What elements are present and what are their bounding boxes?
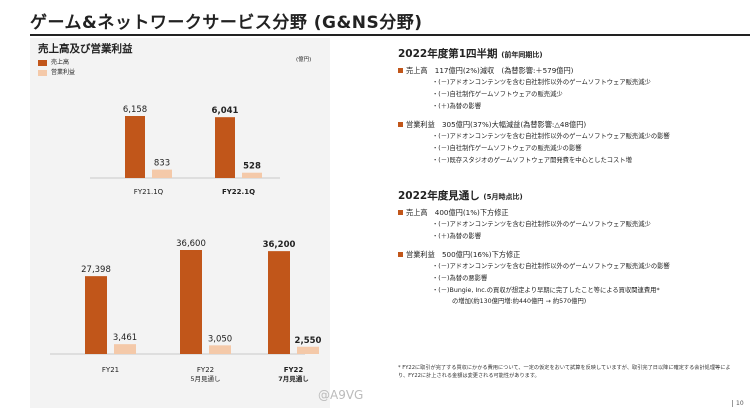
chart-panel-title: 売上高及び営業利益 — [38, 43, 133, 55]
legend-label-sales: 売上高 — [51, 59, 70, 66]
category-tick-label: 5月見通し — [190, 374, 220, 383]
sales-data-label: 36,600 — [176, 239, 206, 249]
page-title: ゲーム&ネットワークサービス分野 (G&NS分野) — [30, 13, 423, 33]
op-income-data-label: 3,461 — [113, 333, 137, 343]
legend-item-op-income: 営業利益 — [38, 68, 75, 78]
q1-sales-line: 売上高 117億円(2%)減収 (為替影響:＋579億円) — [398, 66, 738, 76]
legend-item-sales: 売上高 — [38, 58, 75, 68]
legend-swatch-op-income — [38, 70, 47, 76]
q1-op-line: 営業利益 305億円(37%)大幅減益(為替影響:△48億円) — [398, 120, 738, 130]
sales-data-label: 36,200 — [263, 240, 296, 250]
sales-bar — [125, 116, 145, 178]
title-divider — [30, 34, 750, 36]
sales-bar — [215, 117, 235, 178]
commentary: 2022年度第1四半期 (前年同期比) 売上高 117億円(2%)減収 (為替影… — [398, 46, 738, 307]
fy-sales-line: 売上高 400億円(1%)下方修正 — [398, 208, 738, 218]
sales-data-label: 6,041 — [212, 106, 239, 116]
q1-op-reason: ・(－)アドオンコンテンツを含む自社制作以外のゲームソフトウェア販売減少の影響 — [432, 133, 670, 140]
fy-op-reason: ・(－)Bungie, Inc.の買収が想定より早期に完了したこと等による買収関… — [432, 287, 660, 294]
category-tick-label: 7月見通し — [278, 374, 309, 383]
q1-heading: 2022年度第1四半期 (前年同期比) — [398, 46, 738, 61]
sales-bar — [268, 251, 290, 354]
footnote: * FY22に取引が完了する買収にかかる費用について、一定の仮定をおいて試算を反… — [398, 365, 731, 379]
sales-data-label: 27,398 — [81, 265, 111, 275]
fy-sales-reason: ・(＋)為替の影響 — [432, 233, 481, 240]
fy-heading-note: (5月時点比) — [483, 193, 523, 201]
q1-sales-reason: ・(－)自社制作ゲームソフトウェアの販売減少 — [432, 91, 563, 98]
fy-heading: 2022年度見通し (5月時点比) — [398, 188, 738, 203]
op-income-bar — [242, 172, 262, 178]
op-income-data-label: 3,050 — [208, 334, 232, 344]
q1-op-reason: ・(－)既存スタジオのゲームソフトウェア開発費を中心としたコスト増 — [432, 157, 632, 164]
category-tick-label: FY22.1Q — [222, 188, 255, 196]
fy-sales-reason: ・(－)アドオンコンテンツを含む自社制作以外のゲームソフトウェア販売減少 — [432, 221, 651, 228]
fy-op-reason: ・(－)為替の悪影響 — [432, 275, 488, 282]
q1-heading-text: 2022年度第1四半期 — [398, 48, 498, 60]
sales-bar — [85, 276, 107, 354]
q1-section: 2022年度第1四半期 (前年同期比) 売上高 117億円(2%)減収 (為替影… — [398, 46, 738, 166]
q1-heading-note: (前年同期比) — [501, 51, 543, 59]
chart-unit: (億円) — [296, 57, 312, 63]
q1-op-reason: ・(－)自社制作ゲームソフトウェアの販売減少の影響 — [432, 145, 582, 152]
bar-charts: 6,158 833 FY21.1Q 6,041 528 FY22.1Q 27,398 3,46… — [50, 105, 322, 383]
op-income-bar — [152, 169, 172, 178]
watermark: @A9VG — [318, 388, 364, 402]
op-income-bar — [114, 344, 136, 354]
op-income-bar — [297, 346, 319, 354]
fy-op-reason-continuation: の増加(約130億円増:約440億円 → 約570億円) — [452, 298, 587, 305]
category-tick-label: FY22 — [197, 366, 214, 374]
op-income-data-label: 528 — [243, 162, 261, 172]
op-income-data-label: 833 — [154, 159, 170, 169]
sales-bar — [180, 250, 202, 354]
fy-op-line: 営業利益 500億円(16%)下方修正 — [398, 250, 738, 260]
op-income-bar — [209, 345, 231, 354]
category-tick-label: FY22 — [284, 366, 304, 374]
sales-data-label: 6,158 — [123, 105, 147, 115]
legend-label-op-income: 営業利益 — [51, 69, 76, 76]
fy-heading-text: 2022年度見通し — [398, 190, 480, 202]
q1-sales-reason: ・(＋)為替の影響 — [432, 103, 481, 110]
op-income-data-label: 2,550 — [295, 336, 322, 346]
chart-legend: 売上高 営業利益 — [38, 58, 75, 78]
legend-swatch-sales — [38, 60, 47, 66]
fy-section: 2022年度見通し (5月時点比) 売上高 400億円(1%)下方修正 ・(－)… — [398, 188, 738, 307]
q1-sales-reason: ・(－)アドオンコンテンツを含む自社制作以外のゲームソフトウェア販売減少 — [432, 79, 651, 86]
page-number: 10 — [732, 400, 744, 407]
category-tick-label: FY21 — [102, 366, 119, 374]
fy-op-reason: ・(－)アドオンコンテンツを含む自社制作以外のゲームソフトウェア販売減少の影響 — [432, 263, 670, 270]
category-tick-label: FY21.1Q — [134, 188, 164, 196]
